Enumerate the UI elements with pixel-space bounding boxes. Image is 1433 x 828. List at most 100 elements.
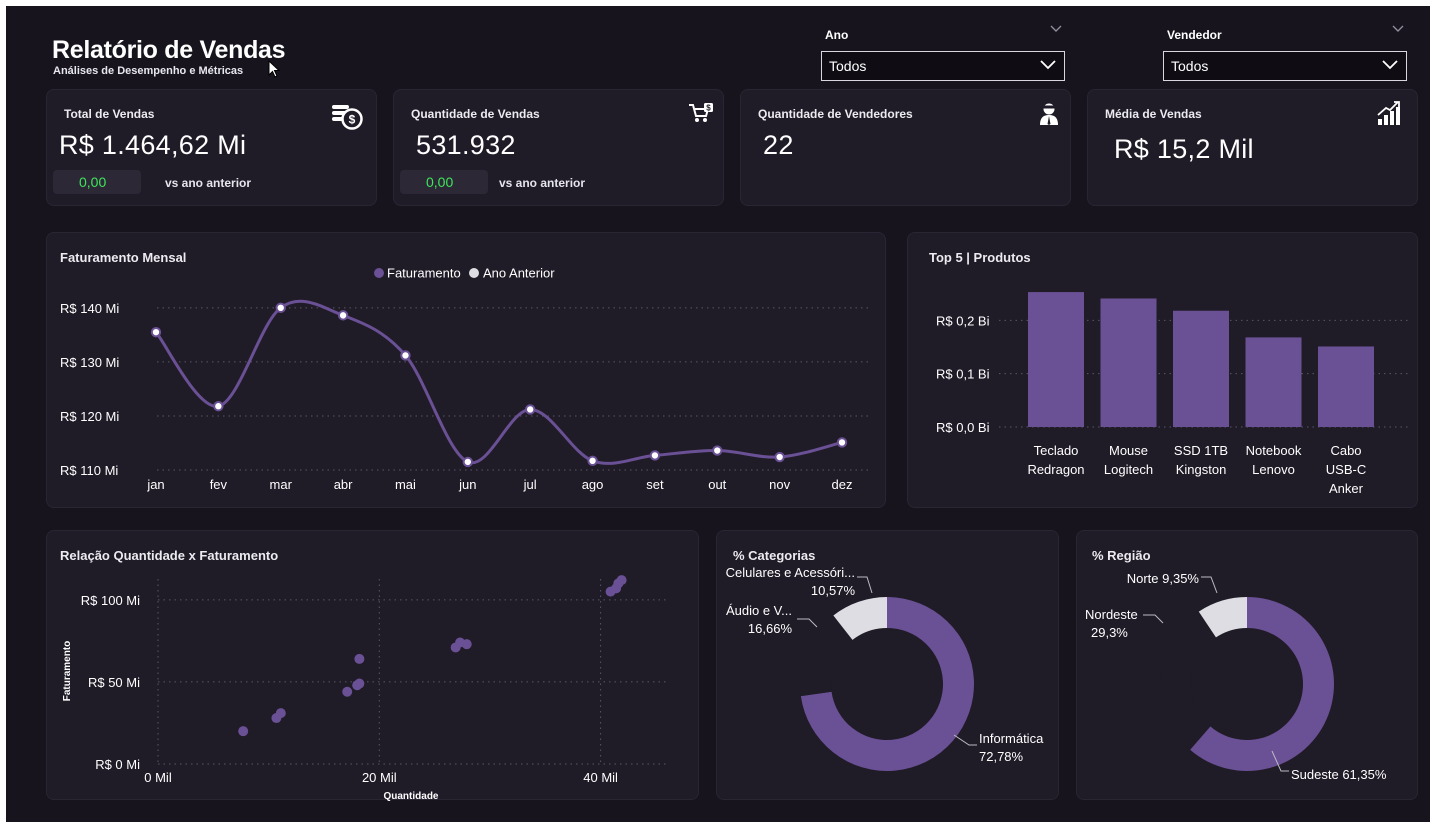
faturamento-title: Faturamento Mensal xyxy=(60,250,187,265)
kpi-quantidade-label: Quantidade de Vendas xyxy=(411,107,540,121)
y-tick-label: R$ 0,0 Bi xyxy=(936,420,990,435)
slice-label: Áudio e V... xyxy=(726,603,792,618)
scatter-title: Relação Quantidade x Faturamento xyxy=(60,548,279,563)
slice-inform-tica xyxy=(800,597,974,771)
chevron-down-icon xyxy=(1382,58,1398,74)
y-tick-label: R$ 0,1 Bi xyxy=(936,367,990,382)
data-point xyxy=(337,310,349,321)
x-tick-label: 40 Mil xyxy=(583,770,618,785)
y-axis-title: Faturamento xyxy=(62,641,73,702)
x-tick-label: Lenovo xyxy=(1252,462,1295,477)
scatter-point xyxy=(238,726,249,737)
bar-ssd-1tb-kingston xyxy=(1173,310,1229,427)
data-point xyxy=(213,401,224,412)
scatter-point xyxy=(342,686,353,697)
faturamento-mensal-panel[interactable]: Faturamento Mensal Faturamento Ano Anteri… xyxy=(46,232,886,508)
data-point xyxy=(712,445,723,456)
x-tick-label: Cabo xyxy=(1330,443,1361,458)
quantidade-faturamento-panel[interactable]: Relação Quantidade x Faturamento R$ 100 … xyxy=(46,530,700,801)
report-canvas: Relatório de Vendas Análises de Desempen… xyxy=(6,6,1430,822)
bar-notebook-lenovo xyxy=(1245,337,1302,427)
ano-filter-value: Todos xyxy=(829,58,867,74)
data-point xyxy=(774,451,785,463)
slice-label: 29,3% xyxy=(1091,625,1128,640)
y-tick-label: R$ 110 Mi xyxy=(60,463,118,478)
vendedor-filter-label: Vendedor xyxy=(1167,28,1222,42)
leader-line xyxy=(857,576,873,594)
scatter-point xyxy=(354,678,365,689)
kpi-total-vendas[interactable]: Total de Vendas R$ 1.464,62 Mi 0,00 vs a… xyxy=(46,89,377,206)
kpi-media-label: Média de Vendas xyxy=(1105,107,1202,121)
cart-dollar-icon: $ xyxy=(689,103,713,122)
page-title: Relatório de Vendas xyxy=(52,36,286,64)
x-tick-label: SSD 1TB xyxy=(1174,443,1228,458)
x-tick-label: Kingston xyxy=(1176,462,1227,477)
x-tick-label: Mouse xyxy=(1109,443,1148,458)
vendedor-filter-dropdown[interactable]: Todos xyxy=(1163,51,1407,81)
kpi-total-value: R$ 1.464,62 Mi xyxy=(59,130,247,160)
kpi-quantidade-vendedores[interactable]: Quantidade de Vendedores 22 xyxy=(740,89,1071,206)
y-tick-label: R$ 0,2 Bi xyxy=(936,313,990,328)
data-point xyxy=(524,404,536,415)
slice-celulares-e-acess-ri- xyxy=(833,597,887,640)
kpi-vendedores-label: Quantidade de Vendedores xyxy=(758,107,913,121)
vendedor-filter-value: Todos xyxy=(1171,58,1209,74)
bar-cabo-usb-c-anker xyxy=(1318,346,1374,427)
categorias-panel[interactable]: % Categorias Celulares e Acessóri... 10,5… xyxy=(716,530,1059,800)
regiao-panel[interactable]: % Região Norte 9,35% Nordeste 29,3% Sudeste… xyxy=(1076,530,1418,800)
slice-label: Nordeste xyxy=(1085,607,1138,622)
data-point xyxy=(649,450,661,461)
page-subtitle: Análises de Desempenho e Métricas xyxy=(53,65,244,77)
scatter-point xyxy=(275,708,286,719)
svg-text:$: $ xyxy=(706,104,711,113)
legend-marker-ano-anterior xyxy=(469,268,479,278)
kpi-quantidade-vendas[interactable]: Quantidade de Vendas 531.932 0,00 vs ano… xyxy=(393,89,724,206)
x-tick-label: Logitech xyxy=(1104,462,1153,477)
slice-label: 72,78% xyxy=(979,749,1024,764)
x-tick-label: set xyxy=(646,477,664,492)
data-point xyxy=(462,456,474,468)
y-tick-label: R$ 50 Mi xyxy=(88,675,140,690)
scatter-chart[interactable]: R$ 100 Mi R$ 50 Mi R$ 0 Mi 0 Mil 20 Mil 40 Mi… xyxy=(47,531,700,801)
kpi-total-label: Total de Vendas xyxy=(64,107,155,121)
leader-line xyxy=(1271,750,1289,772)
regiao-title: % Região xyxy=(1092,548,1151,563)
data-point xyxy=(150,326,162,338)
slice-nordeste xyxy=(1160,611,1216,750)
x-tick-label: mar xyxy=(270,477,293,492)
y-tick-label: R$ 0 Mi xyxy=(95,757,140,772)
x-tick-label: Anker xyxy=(1329,481,1364,496)
faturamento-line-chart[interactable]: Faturamento Ano Anterior R$ 140 Mi R$ 130 M… xyxy=(47,233,887,509)
kpi-media-value: R$ 15,2 Mil xyxy=(1114,134,1254,164)
kpi-quantidade-vs: vs ano anterior xyxy=(499,176,586,190)
data-point xyxy=(587,455,598,467)
top5-produtos-panel[interactable]: Top 5 | Produtos R$ 0,2 Bi R$ 0,1 Bi R$ 0,… xyxy=(907,232,1418,508)
ano-filter-collapse-icon[interactable] xyxy=(1050,24,1062,36)
kpi-total-vs: vs ano anterior xyxy=(165,176,252,190)
ano-filter-dropdown[interactable]: Todos xyxy=(821,51,1065,81)
slice-sudeste xyxy=(1190,597,1334,771)
chevron-down-icon xyxy=(1040,58,1056,74)
kpi-quantidade-value: 531.932 xyxy=(416,130,516,160)
kpi-media-vendas[interactable]: Média de Vendas R$ 15,2 Mil xyxy=(1087,89,1418,206)
x-tick-label: nov xyxy=(769,477,790,492)
leader-line xyxy=(953,734,977,746)
top5-bar-chart[interactable]: R$ 0,2 Bi R$ 0,1 Bi R$ 0,0 Bi Teclado Redrag… xyxy=(908,233,1419,509)
leader-line xyxy=(1143,614,1164,624)
leader-line xyxy=(1201,576,1218,594)
y-tick-label: R$ 130 Mi xyxy=(60,355,119,370)
x-axis-title: Quantidade xyxy=(383,791,438,801)
regiao-donut-chart[interactable]: Norte 9,35% Nordeste 29,3% Sudeste 61,35% xyxy=(1077,531,1419,801)
slice-label: 10,57% xyxy=(811,583,856,598)
scatter-point xyxy=(616,575,627,586)
mouse-cursor-icon xyxy=(268,60,280,78)
x-tick-label: Redragon xyxy=(1027,462,1084,477)
vendedor-filter-collapse-icon[interactable] xyxy=(1392,24,1404,36)
slice-label: Celulares e Acessóri... xyxy=(726,565,855,580)
legend-label-ano-anterior: Ano Anterior xyxy=(483,266,555,281)
x-tick-label: jun xyxy=(458,477,476,492)
y-tick-label: R$ 100 Mi xyxy=(81,593,140,608)
x-tick-label: abr xyxy=(334,477,353,492)
bar-teclado-redragon xyxy=(1028,292,1084,427)
categorias-donut-chart[interactable]: Celulares e Acessóri... 10,57% Áudio e V..… xyxy=(717,531,1060,801)
